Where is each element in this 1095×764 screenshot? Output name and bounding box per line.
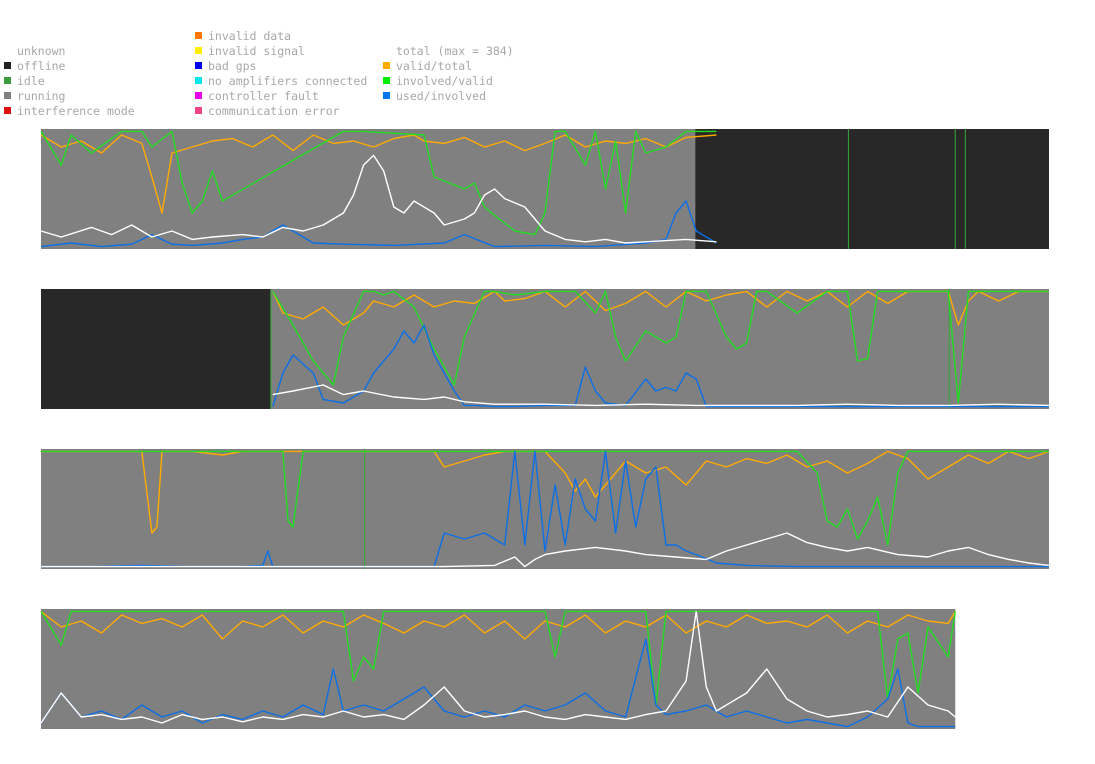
status-segment-running [41, 609, 956, 729]
series-line-involved-valid [272, 290, 1049, 404]
legend-label: invalid data [208, 29, 292, 43]
legend: unknown offline idle running interferenc… [0, 0, 1095, 125]
legend-label: offline [17, 59, 66, 73]
legend-swatch-involved-valid [383, 77, 390, 84]
legend-swatch-used-involved [383, 92, 390, 99]
status-segment-running [270, 289, 1050, 409]
series-line-used-involved [272, 324, 1049, 408]
legend-label: valid/total [396, 59, 473, 73]
legend-swatch-invalid-data [195, 32, 202, 39]
legend-label: idle [17, 74, 45, 88]
legend-swatch-controller-fault [195, 92, 202, 99]
series-line-total [40, 154, 717, 244]
series-line-total [41, 532, 1050, 568]
legend-swatch-valid-total [383, 62, 390, 69]
series-line-total [40, 610, 956, 724]
legend-label: controller fault [208, 89, 319, 103]
legend-swatch-running [4, 92, 11, 99]
legend-label: invalid signal [208, 44, 305, 58]
series-line-total [272, 384, 1050, 407]
legend-swatch-interference [4, 107, 11, 114]
series-line-valid-total [40, 134, 717, 214]
legend-label: no amplifiers connected [208, 74, 368, 88]
legend-swatch-bad-gps [195, 62, 202, 69]
legend-label: bad gps [208, 59, 257, 73]
legend-label: interference mode [17, 104, 135, 118]
legend-swatch-communication-error [195, 107, 202, 114]
legend-header-label: total (max = 384) [396, 44, 514, 58]
legend-label: used/involved [396, 89, 487, 103]
chart-panel-4 [40, 609, 956, 729]
legend-swatch-no-amplifiers [195, 77, 202, 84]
chart-panel-1 [40, 129, 1049, 249]
series-line-used-involved [40, 638, 956, 728]
chart-panel-2 [41, 289, 1050, 409]
legend-label: communication error [208, 104, 340, 118]
legend-label: involved/valid [396, 74, 493, 88]
series-line-involved-valid [40, 130, 717, 236]
series-line-involved-valid [41, 450, 1049, 546]
series-line-valid-total [41, 450, 1050, 534]
legend-label: running [17, 89, 66, 103]
series-line-valid-total [40, 610, 956, 640]
legend-swatch-offline [4, 62, 11, 69]
series-line-involved-valid [40, 610, 956, 706]
chart-panel-3 [41, 449, 1050, 569]
status-segment-running [41, 129, 696, 249]
legend-label: unknown [17, 44, 66, 58]
legend-swatch-invalid-signal [195, 47, 202, 54]
series-line-used-involved [41, 450, 1049, 568]
legend-swatch-idle [4, 77, 11, 84]
status-segment-offline [695, 129, 1049, 249]
status-segment-offline [41, 289, 271, 409]
